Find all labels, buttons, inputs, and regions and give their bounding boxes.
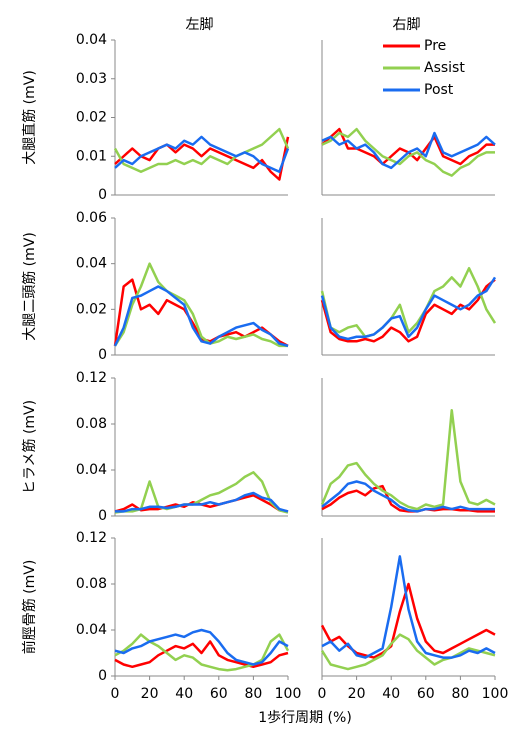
data-line <box>114 135 290 173</box>
x-tick-label: 20 <box>348 686 366 702</box>
y-tick-label: 0.12 <box>76 530 107 546</box>
column-title: 右脚 <box>393 17 421 33</box>
y-axis-label: 前脛骨筋 (mV) <box>21 560 38 655</box>
x-tick-label: 20 <box>141 686 159 702</box>
y-tick-label: 0 <box>98 187 107 203</box>
data-line <box>114 633 290 672</box>
legend-label: Pre <box>424 38 446 54</box>
y-tick-label: 0.01 <box>76 148 107 164</box>
x-tick-label: 60 <box>417 686 435 702</box>
y-tick-label: 0.04 <box>76 622 107 638</box>
data-line <box>321 127 495 166</box>
x-axis-label: 1歩行周期 (%) <box>258 710 352 726</box>
data-line <box>321 480 495 513</box>
legend-label: Post <box>424 82 454 98</box>
x-tick-label: 100 <box>275 686 302 702</box>
data-line <box>114 628 289 666</box>
data-line <box>320 278 496 343</box>
y-tick-label: 0.02 <box>76 301 107 317</box>
data-line <box>114 640 289 669</box>
data-line <box>320 408 496 511</box>
y-axis-label: 大腿直筋 (mV) <box>21 70 38 165</box>
y-tick-label: 0.04 <box>76 462 107 478</box>
x-tick-label: 80 <box>244 686 262 702</box>
y-tick-label: 0.08 <box>76 576 107 592</box>
x-tick-label: 80 <box>451 686 469 702</box>
column-title: 左脚 <box>186 17 214 33</box>
x-tick-label: 40 <box>175 686 193 702</box>
x-tick-label: 60 <box>210 686 228 702</box>
y-tick-label: 0.03 <box>76 71 107 87</box>
x-tick-label: 0 <box>111 686 120 702</box>
data-line <box>320 633 496 671</box>
data-line <box>114 471 289 514</box>
data-line <box>115 491 289 513</box>
y-tick-label: 0.02 <box>76 110 107 126</box>
legend-label: Assist <box>424 60 465 76</box>
y-tick-label: 0.12 <box>76 370 107 386</box>
y-tick-label: 0 <box>98 668 107 684</box>
data-line <box>320 582 496 659</box>
x-tick-label: 40 <box>382 686 400 702</box>
y-tick-label: 0 <box>98 347 107 363</box>
data-line <box>113 127 290 173</box>
data-line <box>320 266 497 338</box>
y-tick-label: 0 <box>98 508 107 524</box>
data-line <box>321 131 496 170</box>
y-axis-label: ヒラメ筋 (mV) <box>21 400 38 494</box>
y-tick-label: 0.04 <box>76 32 107 48</box>
data-line <box>113 285 289 348</box>
y-tick-label: 0.04 <box>76 256 107 272</box>
x-tick-label: 100 <box>482 686 509 702</box>
data-line <box>321 555 496 659</box>
y-tick-label: 0.06 <box>76 210 107 226</box>
data-line <box>321 127 495 177</box>
y-axis-label: 大腿二頭筋 (mV) <box>21 232 38 341</box>
x-tick-label: 0 <box>318 686 327 702</box>
y-tick-label: 0.08 <box>76 416 107 432</box>
data-line <box>113 262 288 348</box>
data-line <box>320 276 497 341</box>
